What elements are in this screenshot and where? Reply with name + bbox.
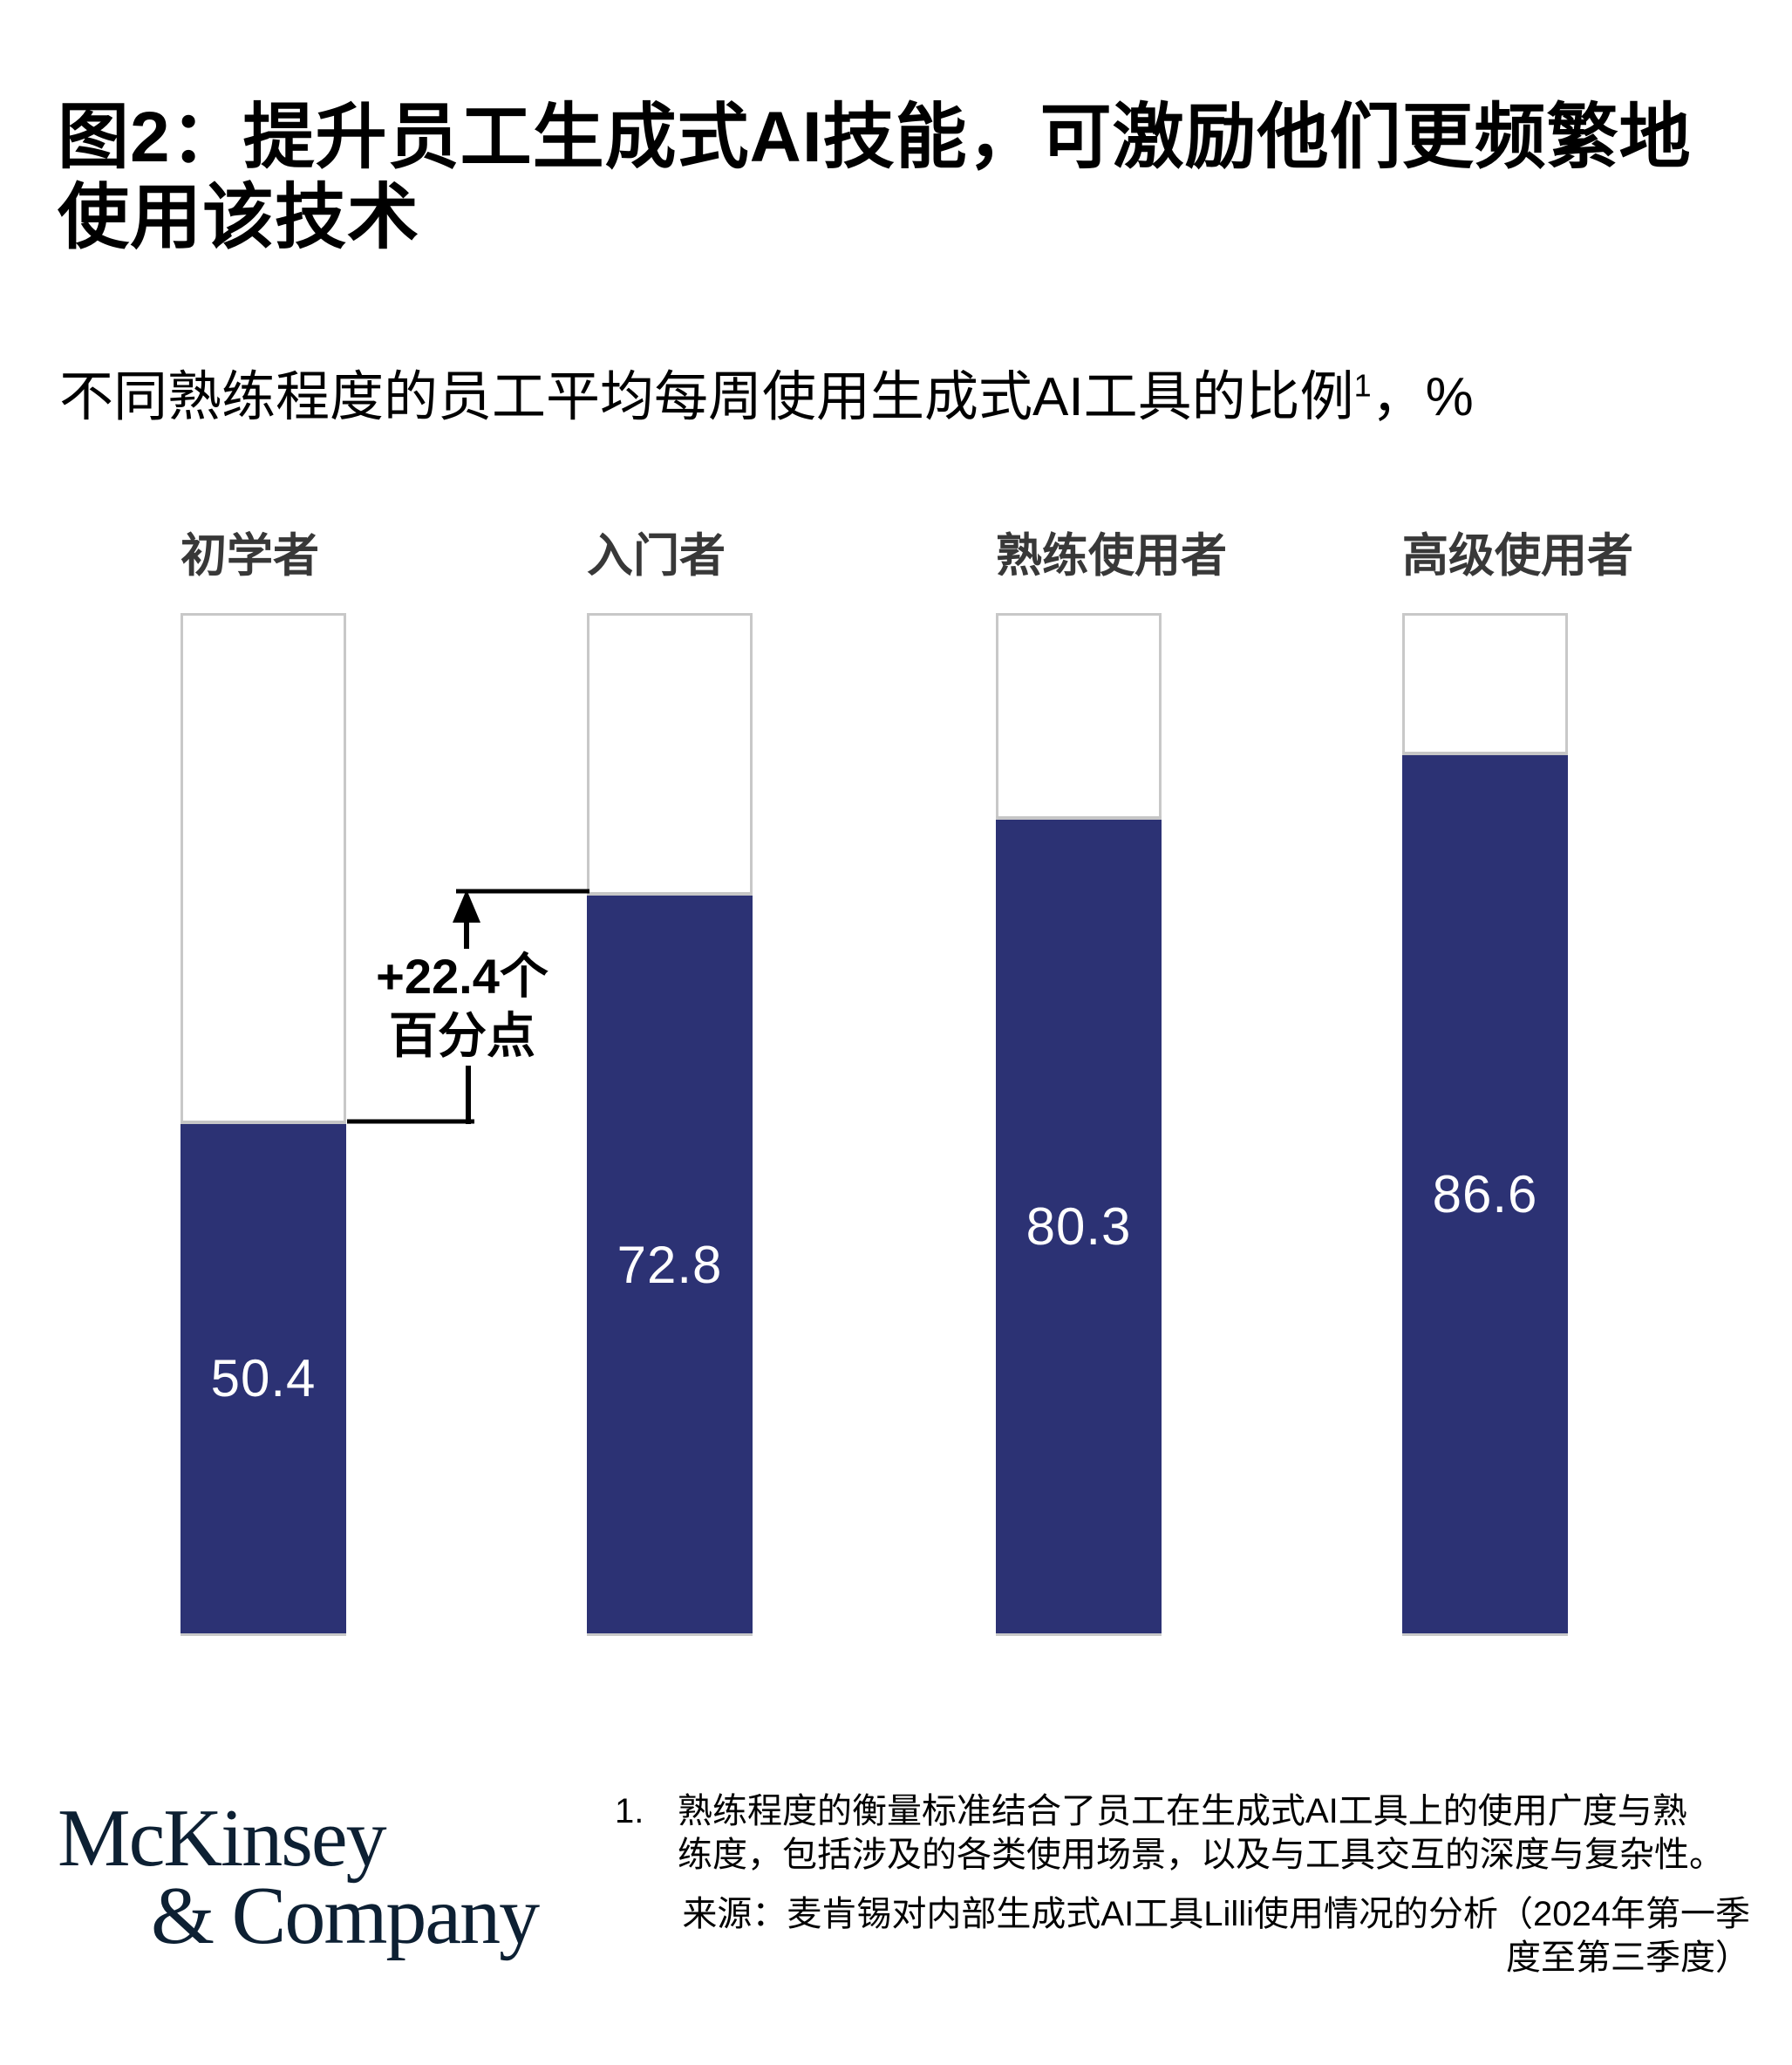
bar-group-beginner: 初学者 50.4	[181, 519, 407, 1639]
bar-value: 50.4	[210, 1349, 317, 1408]
bar-label: 高级使用者	[1402, 530, 1633, 582]
source-note: 来源：麦肯锡对内部生成式AI工具Lilli使用情况的分析（2024年第一季 度至…	[682, 1895, 1750, 1977]
footnote-text: 熟练程度的衡量标准结合了员工在生成式AI工具上的使用广度与熟 练度，包括涉及的各…	[678, 1792, 1724, 1874]
bar-group-advanced: 高级使用者 86.6	[1402, 519, 1633, 1639]
dimension-arrow	[347, 889, 589, 1124]
bar-label: 熟练使用者	[996, 530, 1227, 582]
mckinsey-logo: McKinsey & Company	[58, 1793, 540, 1961]
bar-value: 86.6	[1432, 1165, 1538, 1224]
logo-line1: McKinsey	[58, 1793, 387, 1884]
bar-track: 72.8	[587, 613, 753, 1636]
bar-group-proficient: 熟练使用者 80.3	[996, 519, 1227, 1639]
bar-label: 初学者	[181, 530, 319, 582]
logo-line2: & Company	[151, 1871, 540, 1961]
bar-fill: 50.4	[181, 1120, 346, 1633]
bar-group-entry: 入门者 72.8	[587, 519, 814, 1639]
page-title: 图2：提升员工生成式AI技能，可激励他们更频繁地 使用该技术	[58, 98, 1692, 257]
footnote-superscript: 1	[1353, 367, 1372, 404]
chart-subtitle-unit: ，%	[1371, 367, 1474, 427]
delta-annotation: +22.4个 百分点	[376, 949, 549, 1063]
footnote-marker: 1.	[615, 1792, 644, 1830]
bar-label: 入门者	[587, 530, 726, 582]
bar-track: 50.4	[181, 613, 346, 1636]
bar-fill: 86.6	[1402, 752, 1568, 1633]
footnote: 1. 熟练程度的衡量标准结合了员工在生成式AI工具上的使用广度与熟 练度，包括涉…	[615, 1789, 1759, 1877]
bar-track: 80.3	[996, 613, 1162, 1636]
bar-track: 86.6	[1402, 613, 1568, 1636]
bar-fill: 72.8	[587, 892, 753, 1633]
bar-value: 72.8	[617, 1235, 723, 1294]
bar-value: 80.3	[1025, 1196, 1132, 1256]
chart-subtitle: 不同熟练程度的员工平均每周使用生成式AI工具的比例1，%	[59, 366, 1768, 429]
bar-fill: 80.3	[996, 815, 1162, 1633]
chart-subtitle-text: 不同熟练程度的员工平均每周使用生成式AI工具的比例	[59, 367, 1354, 427]
